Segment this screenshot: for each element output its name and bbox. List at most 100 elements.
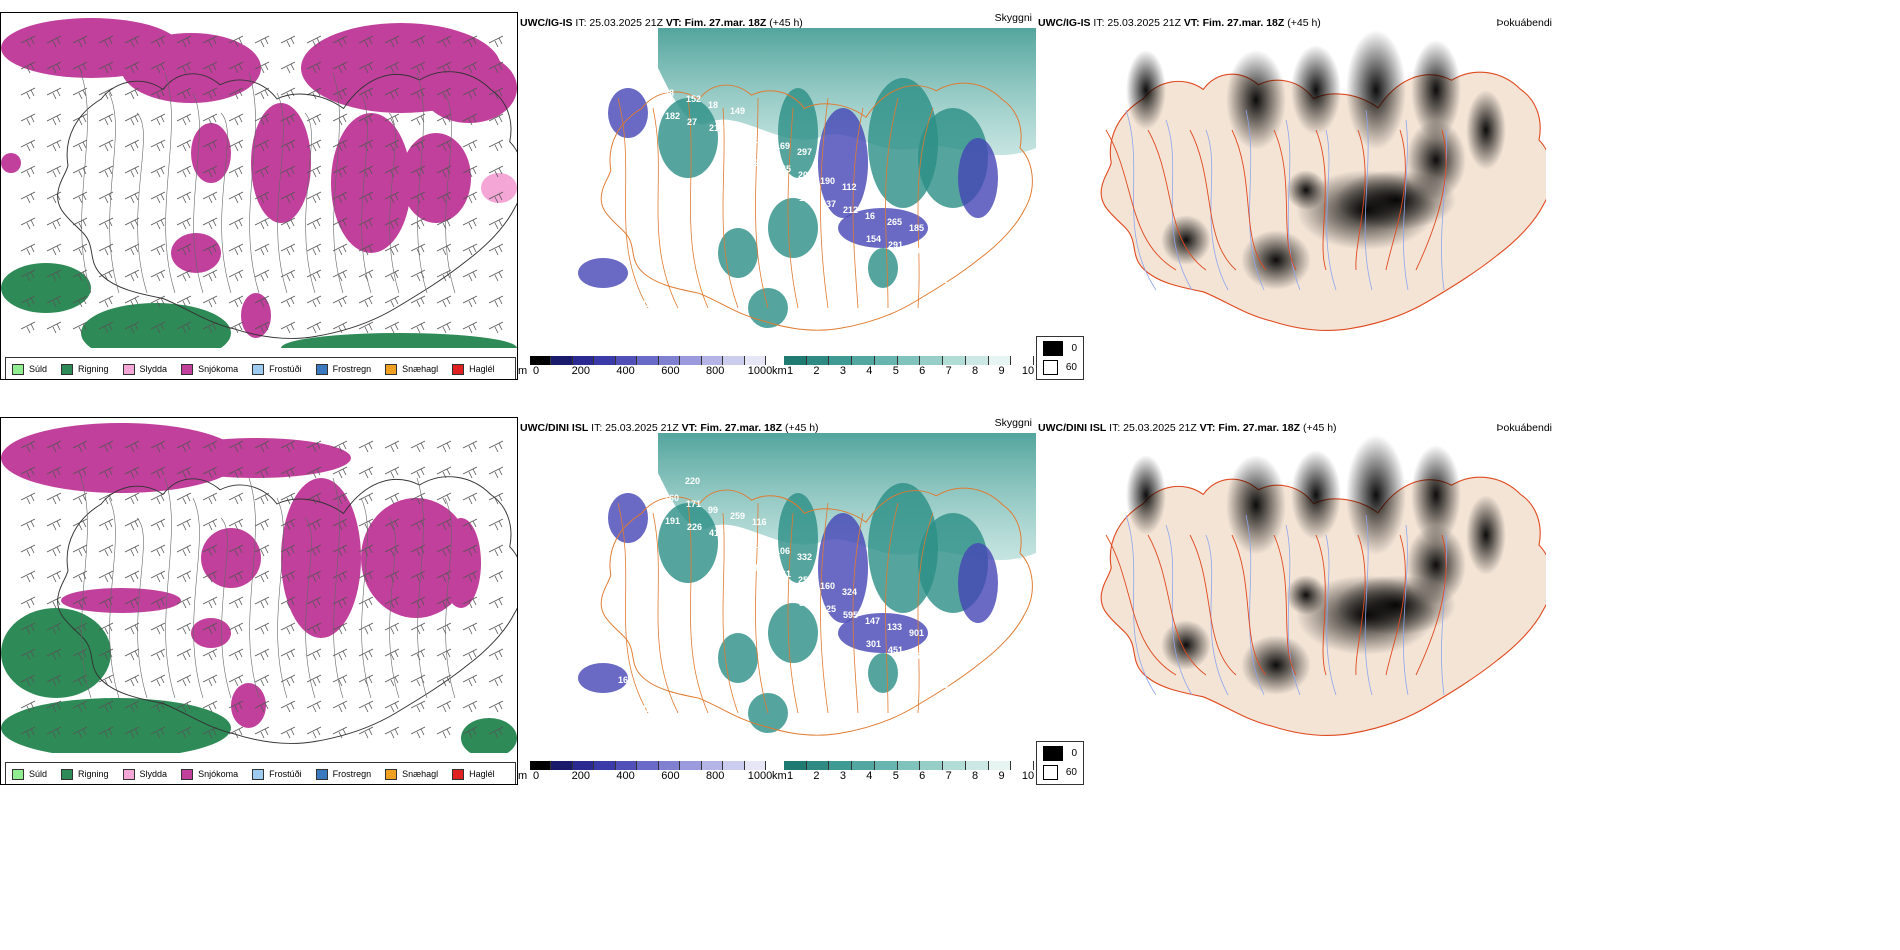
- fog-legend-swatch: [1043, 765, 1058, 780]
- colorbar-segment: [680, 761, 702, 770]
- fog-legend: 0 60: [1036, 741, 1084, 785]
- wind-barb: [488, 622, 504, 635]
- terrain-contour: [192, 92, 204, 294]
- road-line: [755, 502, 769, 714]
- wind-barb: [332, 321, 348, 334]
- fog-area: [1241, 635, 1311, 695]
- wind-barb: [384, 321, 400, 334]
- wind-barb: [176, 321, 192, 334]
- fog-panel: UWC/DINI ISL IT: 25.03.2025 21Z VT: Fim.…: [1036, 405, 1556, 785]
- wind-barb: [176, 87, 192, 100]
- terrain-contour: [416, 72, 428, 294]
- wind-barb: [280, 321, 296, 334]
- fog-legend-item: 0: [1043, 746, 1077, 761]
- wind-barb: [280, 674, 296, 687]
- wind-barb: [384, 648, 400, 661]
- colorbar-segment: [744, 761, 766, 770]
- wind-barb: [20, 87, 36, 100]
- wind-barb: [280, 295, 296, 308]
- colorbar-tick: 2: [813, 365, 820, 377]
- wind-barb: [124, 243, 140, 256]
- wind-barb: [436, 243, 452, 256]
- wind-barb: [46, 139, 62, 152]
- fog-area: [1126, 455, 1166, 535]
- fog-title: Þokuábendi: [1496, 422, 1552, 434]
- fog-area: [1291, 45, 1341, 135]
- wind-barb: [150, 217, 166, 230]
- wind-barb: [150, 674, 166, 687]
- wind-barb: [332, 87, 348, 100]
- wind-barb: [280, 622, 296, 635]
- wind-barb: [436, 674, 452, 687]
- road-line: [852, 512, 864, 714]
- road-line: [1105, 534, 1177, 676]
- wind-barb: [176, 165, 192, 178]
- road-line: [1315, 534, 1327, 676]
- wind-barb: [280, 570, 296, 583]
- wind-barb: [254, 243, 270, 256]
- precip-area: [481, 173, 517, 203]
- wind-barb: [228, 466, 244, 479]
- wind-barb: [410, 648, 426, 661]
- wind-barb: [72, 440, 88, 453]
- colorbar-segment: [874, 761, 898, 770]
- wind-barb: [72, 243, 88, 256]
- wind-barb: [20, 674, 36, 687]
- river-line: [1125, 514, 1157, 696]
- wind-barb: [176, 544, 192, 557]
- wind-barb: [98, 726, 114, 739]
- colorbar-unit: km: [772, 770, 787, 782]
- wind-barb: [46, 165, 62, 178]
- wind-barb: [98, 61, 114, 74]
- road-line: [1105, 129, 1177, 271]
- wind-barb: [306, 700, 322, 713]
- wind-barb: [202, 544, 218, 557]
- wind-barb: [410, 61, 426, 74]
- terrain-contour: [444, 92, 456, 294]
- road-line: [722, 512, 739, 714]
- wind-barb: [306, 61, 322, 74]
- wind-barb: [436, 648, 452, 661]
- height-colorbar: m 0 200 400 600 800 1000: [518, 356, 772, 380]
- wind-barb: [228, 191, 244, 204]
- colorbar-segment: [551, 761, 573, 770]
- wind-barb: [436, 35, 452, 48]
- model-name: UWC/IG-IS: [520, 17, 573, 29]
- wind-barb: [176, 700, 192, 713]
- fog-legend-item: 60: [1043, 765, 1077, 780]
- cloud-area: [818, 513, 868, 623]
- cloud-base-label: 381: [799, 598, 814, 608]
- fog-area: [1226, 50, 1286, 150]
- valid-label: VT:: [1183, 17, 1200, 29]
- legend-item: Snæhagl: [385, 363, 438, 375]
- legend-item: Rigning: [61, 768, 109, 780]
- wind-barb: [72, 321, 88, 334]
- wind-barb: [124, 440, 140, 453]
- wind-barb: [306, 570, 322, 583]
- colorbar-segment: [897, 356, 921, 365]
- cloud-base-label: 16: [865, 211, 875, 221]
- wind-barb: [254, 700, 270, 713]
- fog-legend-swatch: [1043, 360, 1058, 375]
- road-line: [1189, 534, 1237, 676]
- legend-swatch: [12, 768, 24, 780]
- wind-barb: [150, 726, 166, 739]
- valid-time: Fim. 27.mar. 18Z: [684, 17, 767, 29]
- cloud-base-label: 441: [976, 669, 991, 679]
- road-line: [1415, 534, 1447, 676]
- wind-barb: [20, 440, 36, 453]
- model-name: UWC/IG-IS: [1038, 17, 1091, 29]
- legend-item: Rigning: [61, 363, 109, 375]
- wind-barb: [462, 674, 478, 687]
- road-line: [1315, 129, 1327, 271]
- river-line: [1364, 109, 1373, 291]
- wind-barb: [280, 544, 296, 557]
- precip-area: [241, 293, 271, 338]
- cloud-base-label: 301: [866, 639, 881, 649]
- fog-map: [1066, 30, 1546, 350]
- wind-barb: [46, 440, 62, 453]
- road-line: [885, 502, 899, 714]
- wind-barb: [46, 87, 62, 100]
- wind-barb: [72, 35, 88, 48]
- legend-swatch: [122, 768, 135, 780]
